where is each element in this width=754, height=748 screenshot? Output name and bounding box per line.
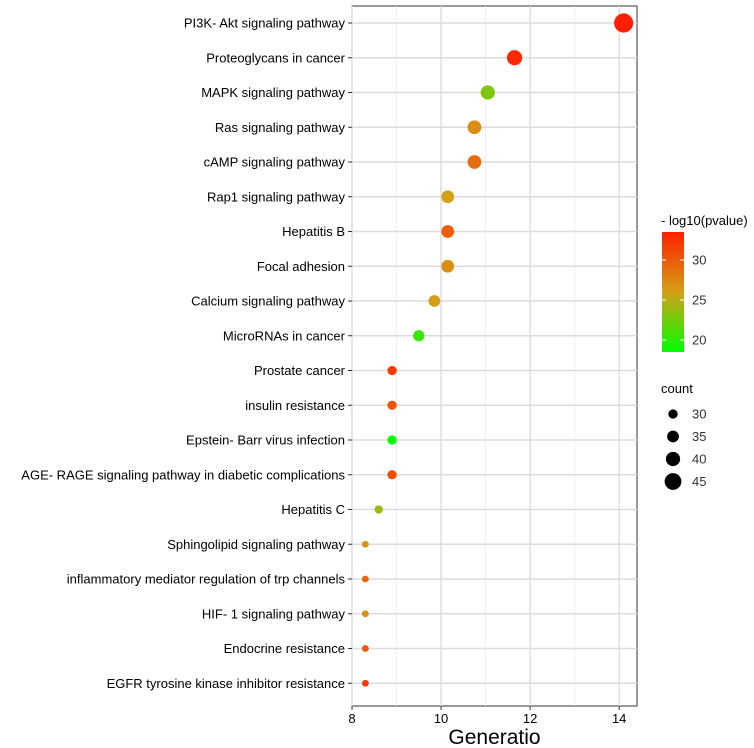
- size-legend-dot: [664, 473, 682, 490]
- y-tick-label: Endocrine resistance: [224, 641, 345, 656]
- y-tick-label: HIF- 1 signaling pathway: [202, 606, 346, 621]
- data-point: [413, 330, 425, 342]
- y-tick-label: insulin resistance: [245, 398, 345, 413]
- y-tick-label: Rap1 signaling pathway: [207, 189, 346, 204]
- size-legend-dot: [667, 430, 679, 443]
- data-point: [374, 505, 383, 514]
- data-point: [441, 259, 455, 273]
- data-point: [467, 120, 482, 135]
- y-tick-label: MAPK signaling pathway: [201, 85, 345, 100]
- data-point: [428, 295, 441, 307]
- data-point: [467, 155, 482, 169]
- y-tick-label: PI3K- Akt signaling pathway: [184, 16, 346, 31]
- y-tick-label: Hepatitis B: [282, 224, 345, 239]
- data-points: [361, 13, 634, 687]
- color-legend-ticks: 20 25 30: [662, 253, 706, 348]
- size-legend-dot: [665, 451, 681, 467]
- y-tick-label: Sphingolipid signaling pathway: [167, 537, 345, 552]
- plot-panel: [351, 5, 638, 707]
- y-tick-label: inflammatory mediator regulation of trp …: [67, 572, 346, 587]
- y-tick-label: Ras signaling pathway: [215, 120, 346, 135]
- data-point: [361, 575, 369, 583]
- y-tick-label: EGFR tyrosine kinase inhibitor resistanc…: [107, 676, 345, 691]
- color-legend-tick-label: 20: [692, 333, 706, 348]
- data-point: [387, 365, 397, 376]
- x-axis-ticks: 8 10 12 14: [348, 706, 626, 726]
- size-legend-label: 45: [692, 474, 706, 489]
- data-point: [387, 470, 397, 480]
- y-tick-label: Hepatitis C: [281, 502, 345, 517]
- size-legend-title: count: [661, 381, 693, 396]
- y-tick-label: Focal adhesion: [257, 259, 345, 274]
- y-tick-label: cAMP signaling pathway: [204, 155, 346, 170]
- size-legend-label: 40: [692, 452, 706, 467]
- size-legend-label: 30: [692, 407, 706, 422]
- color-legend-tick-label: 25: [692, 293, 706, 308]
- data-point: [387, 435, 397, 445]
- size-legend-label: 35: [692, 429, 706, 444]
- y-tick-label: Proteoglycans in cancer: [206, 50, 345, 65]
- data-point: [361, 645, 369, 652]
- x-tick-label: 8: [348, 711, 355, 726]
- y-tick-label: MicroRNAs in cancer: [223, 328, 346, 343]
- size-legend-items: 30 35 40 45: [664, 407, 706, 490]
- grid-lines: [351, 6, 637, 706]
- data-point: [361, 610, 369, 618]
- pathway-labels: PI3K- Akt signaling pathway Proteoglycans…: [21, 16, 352, 691]
- color-legend-tick-label: 30: [692, 253, 706, 268]
- data-point: [361, 679, 369, 687]
- data-point: [506, 50, 523, 66]
- data-point: [387, 400, 397, 410]
- x-tick-label: 14: [612, 711, 626, 726]
- data-point: [361, 540, 369, 548]
- data-point: [480, 85, 495, 100]
- color-legend-title: - log10(pvalue): [661, 213, 748, 228]
- x-tick-label: 10: [434, 711, 448, 726]
- data-point: [614, 13, 634, 33]
- color-legend-bar: [662, 232, 684, 352]
- data-point: [441, 190, 455, 204]
- x-axis-title: Generatio: [448, 726, 540, 748]
- y-tick-label: Epstein- Barr virus infection: [186, 433, 345, 448]
- data-point: [441, 225, 455, 238]
- y-tick-label: Prostate cancer: [254, 363, 346, 378]
- size-legend-dot: [668, 409, 678, 419]
- x-tick-label: 12: [523, 711, 537, 726]
- y-tick-label: AGE- RAGE signaling pathway in diabetic …: [21, 467, 345, 482]
- y-tick-label: Calcium signaling pathway: [191, 294, 345, 309]
